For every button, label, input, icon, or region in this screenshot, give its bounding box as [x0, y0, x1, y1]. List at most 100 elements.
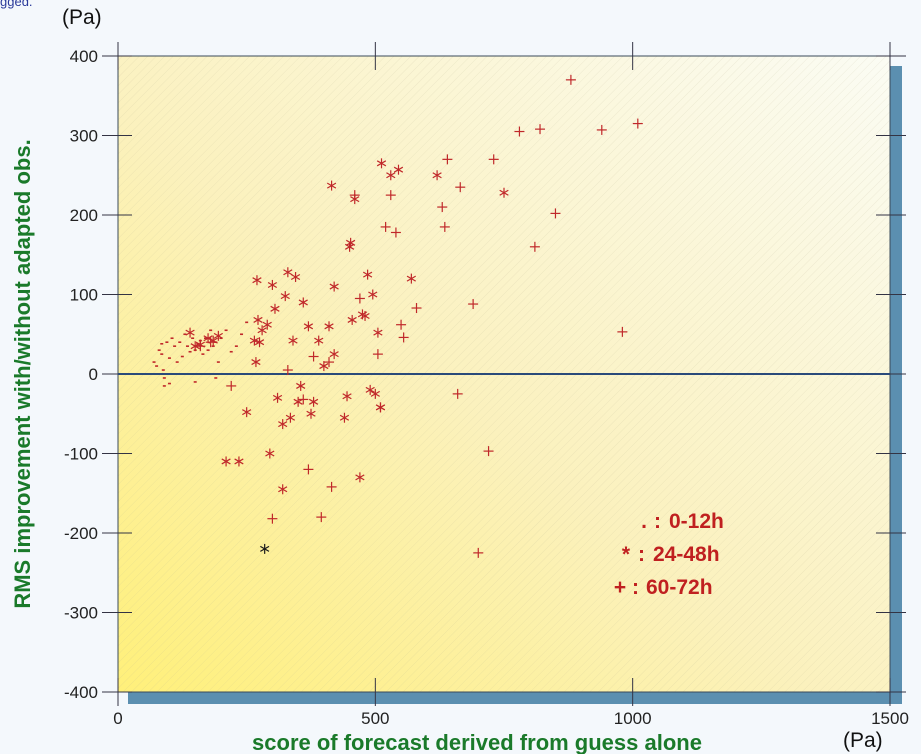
- data-points: [152, 74, 643, 558]
- data-point: [190, 341, 200, 352]
- data-point: [221, 456, 231, 467]
- data-point: [529, 241, 540, 252]
- legend: . : 0-12h * : 24-48h + : 60-72h: [614, 510, 724, 599]
- data-point: [439, 221, 450, 232]
- top-text-fragment: gged.: [0, 0, 33, 9]
- data-point: [234, 456, 244, 467]
- data-point: [452, 388, 463, 399]
- data-point: [432, 170, 442, 181]
- data-point: [293, 396, 303, 407]
- data-point: [398, 332, 409, 343]
- data-point: [213, 330, 223, 341]
- data-point: [370, 388, 380, 399]
- data-point: [362, 269, 373, 280]
- data-point: [298, 297, 308, 308]
- legend-symbol-2: +: [614, 576, 626, 599]
- data-point: [617, 326, 628, 337]
- data-point: [290, 272, 301, 283]
- x-tick-label: 0: [113, 709, 122, 728]
- data-point: [483, 446, 494, 457]
- data-point: [296, 380, 306, 391]
- data-point: [499, 187, 509, 198]
- data-point: [326, 180, 337, 191]
- y-tick-label: -100: [64, 445, 98, 464]
- data-point: [365, 384, 375, 395]
- data-point: [342, 391, 352, 402]
- data-point: [249, 335, 260, 346]
- y-tick-label: -200: [64, 524, 98, 543]
- legend-sep-2: :: [632, 576, 639, 599]
- data-point: [329, 281, 339, 292]
- y-tick-label: 100: [70, 286, 98, 305]
- data-point: [339, 412, 350, 423]
- data-point: [316, 512, 327, 523]
- data-point: [319, 361, 329, 372]
- data-point: [285, 412, 296, 423]
- data-point: [205, 337, 216, 348]
- data-point: [468, 299, 479, 310]
- x-tick-label: 500: [361, 709, 389, 728]
- data-point: [380, 221, 391, 232]
- data-point: [262, 319, 272, 330]
- y-tick-label: 200: [70, 206, 98, 225]
- data-point: [252, 275, 262, 286]
- data-point: [326, 481, 337, 492]
- y-tick-label: 300: [70, 127, 98, 146]
- data-point: [282, 365, 293, 376]
- data-point: [226, 380, 237, 391]
- legend-sep-1: :: [638, 543, 645, 566]
- data-point: [390, 227, 401, 238]
- data-point: [373, 327, 383, 338]
- data-point: [195, 341, 206, 352]
- data-point: [372, 349, 383, 360]
- x-unit-label: (Pa): [843, 729, 883, 752]
- plot-shadow-bottom: [128, 692, 902, 704]
- data-point: [251, 357, 261, 368]
- y-tick-label: -300: [64, 604, 98, 623]
- data-point: [303, 464, 314, 475]
- y-axis-title: RMS improvement with/without adapted obs…: [10, 139, 35, 608]
- legend-label-0: 0-12h: [669, 510, 724, 533]
- data-point: [283, 267, 293, 278]
- data-point: [385, 190, 396, 201]
- data-point: [386, 170, 396, 181]
- data-point: [396, 319, 407, 330]
- data-point: [278, 484, 288, 495]
- data-point: [488, 154, 499, 165]
- x-tick-label: 1000: [614, 709, 652, 728]
- data-point: [550, 208, 561, 219]
- data-point: [632, 118, 643, 129]
- data-point: [308, 351, 319, 362]
- data-point: [376, 158, 387, 169]
- y-unit-label: (Pa): [62, 6, 102, 29]
- y-tick-label: -400: [64, 683, 98, 702]
- legend-symbol-1: *: [622, 543, 631, 566]
- data-point: [267, 513, 278, 524]
- data-point: [272, 392, 283, 403]
- data-point: [265, 448, 275, 459]
- data-point: [303, 321, 314, 332]
- data-point: [308, 396, 319, 407]
- data-point: [257, 325, 267, 336]
- legend-sep-0: :: [654, 510, 661, 533]
- data-point: [298, 394, 309, 405]
- legend-label-2: 60-72h: [646, 576, 713, 599]
- data-point: [473, 547, 484, 558]
- x-tick-label: 1500: [871, 709, 909, 728]
- data-point: [280, 291, 290, 302]
- data-point: [347, 314, 357, 325]
- data-point: [345, 237, 356, 248]
- data-point: [565, 74, 576, 85]
- y-tick-label: 400: [70, 47, 98, 66]
- data-point: [514, 126, 525, 137]
- data-point: [455, 182, 466, 193]
- data-point: [411, 303, 422, 314]
- data-point: [329, 349, 339, 360]
- data-point: [324, 321, 334, 332]
- data-point: [260, 543, 270, 554]
- data-point: [355, 472, 365, 483]
- data-point: [253, 314, 263, 325]
- data-point: [393, 164, 404, 175]
